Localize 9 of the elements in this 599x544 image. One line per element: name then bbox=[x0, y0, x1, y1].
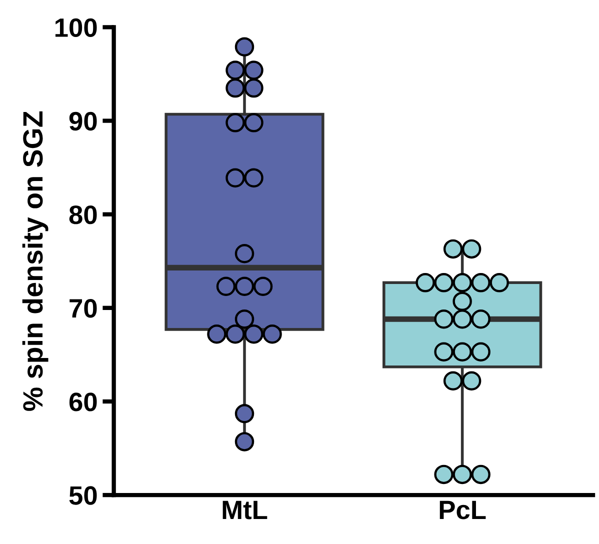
y-axis-title: % spin density on SGZ bbox=[22, 111, 48, 411]
y-tick-label: 90 bbox=[69, 112, 97, 131]
x-tick-label: MtL bbox=[222, 500, 268, 520]
y-tick-label: 60 bbox=[69, 392, 97, 412]
y-tick-label: 80 bbox=[69, 205, 97, 224]
x-tick-label: PcL bbox=[440, 500, 486, 520]
y-tick-label: 50 bbox=[69, 486, 97, 505]
y-tick-label: 70 bbox=[70, 299, 97, 318]
y-tick-label: 100 bbox=[55, 18, 97, 38]
